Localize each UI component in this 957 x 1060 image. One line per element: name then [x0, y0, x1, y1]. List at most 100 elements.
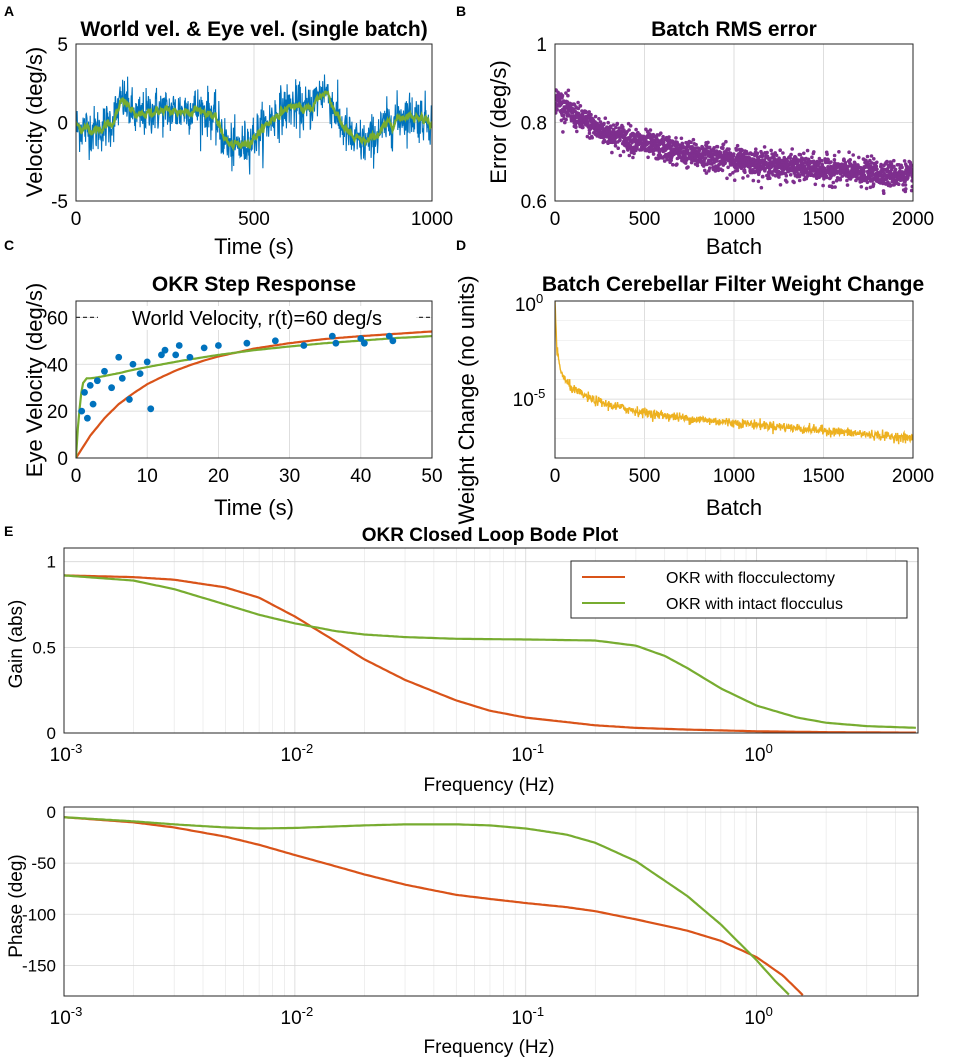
panel-a-plot: [76, 74, 432, 175]
panel-b-point: [751, 178, 756, 183]
panel-c-data-point: [200, 344, 208, 352]
panel-b-point: [724, 151, 729, 155]
panel-c-data-point: [115, 353, 123, 361]
panel-b-point: [621, 125, 625, 129]
panel-b-point: [715, 159, 719, 163]
panel-b-point: [602, 121, 606, 126]
panel-c-data-point: [143, 358, 151, 366]
panel-e-gain-ytick-label: 0.5: [32, 638, 56, 657]
panel-b-point: [618, 138, 622, 142]
panel-b-point: [695, 163, 700, 168]
panel-b-point: [845, 183, 850, 187]
panel-e-gain-xlabel: Frequency (Hz): [424, 775, 555, 796]
panel-b-point: [797, 178, 802, 183]
panel-b-point: [563, 120, 567, 125]
panel-b-point: [707, 145, 712, 150]
panel-b-point: [756, 179, 761, 184]
panel-b-point: [903, 183, 908, 187]
panel-b-point: [865, 176, 869, 181]
panel-e-phase-plot: [64, 816, 804, 996]
panel-e-gain-xtick-label: 10-1: [511, 741, 544, 766]
panel-c-ylabel: Eye Velocity (deg/s): [22, 283, 47, 477]
panel-c-data-point: [328, 332, 336, 340]
panel-b-point: [817, 156, 822, 161]
panel-b-point: [790, 147, 794, 151]
grid-layer: [63, 43, 919, 996]
panel-c-title: OKR Step Response: [152, 273, 356, 296]
panel-e-phase-ytick-label: -150: [22, 956, 56, 975]
panel-e-gain-ytick-label: 1: [47, 553, 56, 572]
panel-b-point: [762, 145, 767, 149]
panel-b-title: Batch RMS error: [651, 18, 817, 41]
panel-a-xtick-label: 0: [71, 209, 82, 230]
panel-b-point: [735, 168, 740, 173]
panel-b-xtick-label: 1000: [713, 209, 755, 230]
panel-e-gain-flocculectomy-line: [64, 574, 916, 733]
panel-d-xtick-label: 0: [550, 466, 561, 487]
panel-e-gain-xtick-label: 100: [744, 741, 772, 766]
panel-e-phase-xtick-label: 10-2: [281, 1004, 314, 1029]
panel-d-ytick-label: 10-5: [513, 386, 546, 411]
panel-b-point: [581, 125, 585, 130]
panel-b-point: [833, 185, 837, 189]
panel-b-point: [798, 152, 803, 157]
panel-e-phase-xtick-label: 10-3: [50, 1004, 83, 1029]
panel-b-point: [850, 174, 855, 179]
panel-b-point: [848, 158, 852, 162]
panel-b-point: [725, 176, 729, 181]
panel-b-point: [721, 142, 726, 146]
panel-b-point: [857, 155, 861, 160]
panel-b-point: [669, 158, 673, 163]
panel-b-point: [869, 174, 874, 178]
panel-b-point: [875, 160, 879, 165]
panel-b-point: [872, 157, 876, 161]
panel-b-point: [778, 148, 782, 152]
panel-c-ytick-label: 60: [47, 308, 68, 329]
panel-b-point: [632, 151, 636, 156]
panel-b-point: [616, 146, 620, 150]
panel-e-phase-intact-line: [64, 816, 790, 996]
panel-b-ytick-label: 1: [536, 35, 547, 56]
panel-b-point: [879, 162, 883, 167]
panel-b-point: [820, 158, 824, 163]
panel-b-point: [603, 139, 607, 144]
panel-b-point: [812, 150, 816, 154]
panel-b-point: [774, 153, 779, 158]
panel-b-point: [732, 152, 736, 156]
panel-c-data-point: [161, 346, 169, 354]
panel-b-point: [892, 164, 896, 169]
panel-c-ytick-label: 0: [57, 449, 68, 470]
panel-b-point: [661, 134, 665, 139]
panel-b-point: [875, 167, 879, 172]
panel-b-point: [830, 185, 835, 190]
panel-c-data-point: [78, 407, 86, 415]
panel-b-point: [910, 184, 913, 189]
panel-b-point: [566, 93, 570, 98]
panel-b-point: [638, 138, 643, 142]
panel-e-title: OKR Closed Loop Bode Plot: [362, 525, 619, 546]
panel-b-point: [703, 156, 708, 160]
panel-e-phase-flocculectomy-line: [64, 816, 804, 996]
panel-b-ylabel: Error (deg/s): [486, 60, 511, 183]
panel-b-point: [634, 127, 638, 132]
panel-e-phase-ylabel: Phase (deg): [6, 854, 27, 958]
panel-b-point: [900, 165, 904, 170]
panel-b-point: [611, 123, 616, 127]
panel-b-point: [564, 91, 568, 95]
panel-b-point: [785, 180, 789, 184]
panel-b-point: [831, 180, 836, 185]
panel-b-ytick-label: 0.6: [521, 192, 547, 213]
panel-b-point: [882, 191, 886, 195]
panel-b-point: [680, 141, 685, 146]
panel-b-point: [646, 155, 650, 160]
panel-b-point: [556, 91, 561, 96]
panel-e-gain-plot: [64, 574, 916, 733]
panel-d-title: Batch Cerebellar Filter Weight Change: [542, 273, 924, 296]
panel-b-point: [821, 183, 825, 188]
panel-b-point: [862, 169, 866, 174]
panel-b-point: [810, 155, 814, 159]
legend-box: [570, 560, 908, 619]
panel-c-data-point: [271, 337, 279, 345]
